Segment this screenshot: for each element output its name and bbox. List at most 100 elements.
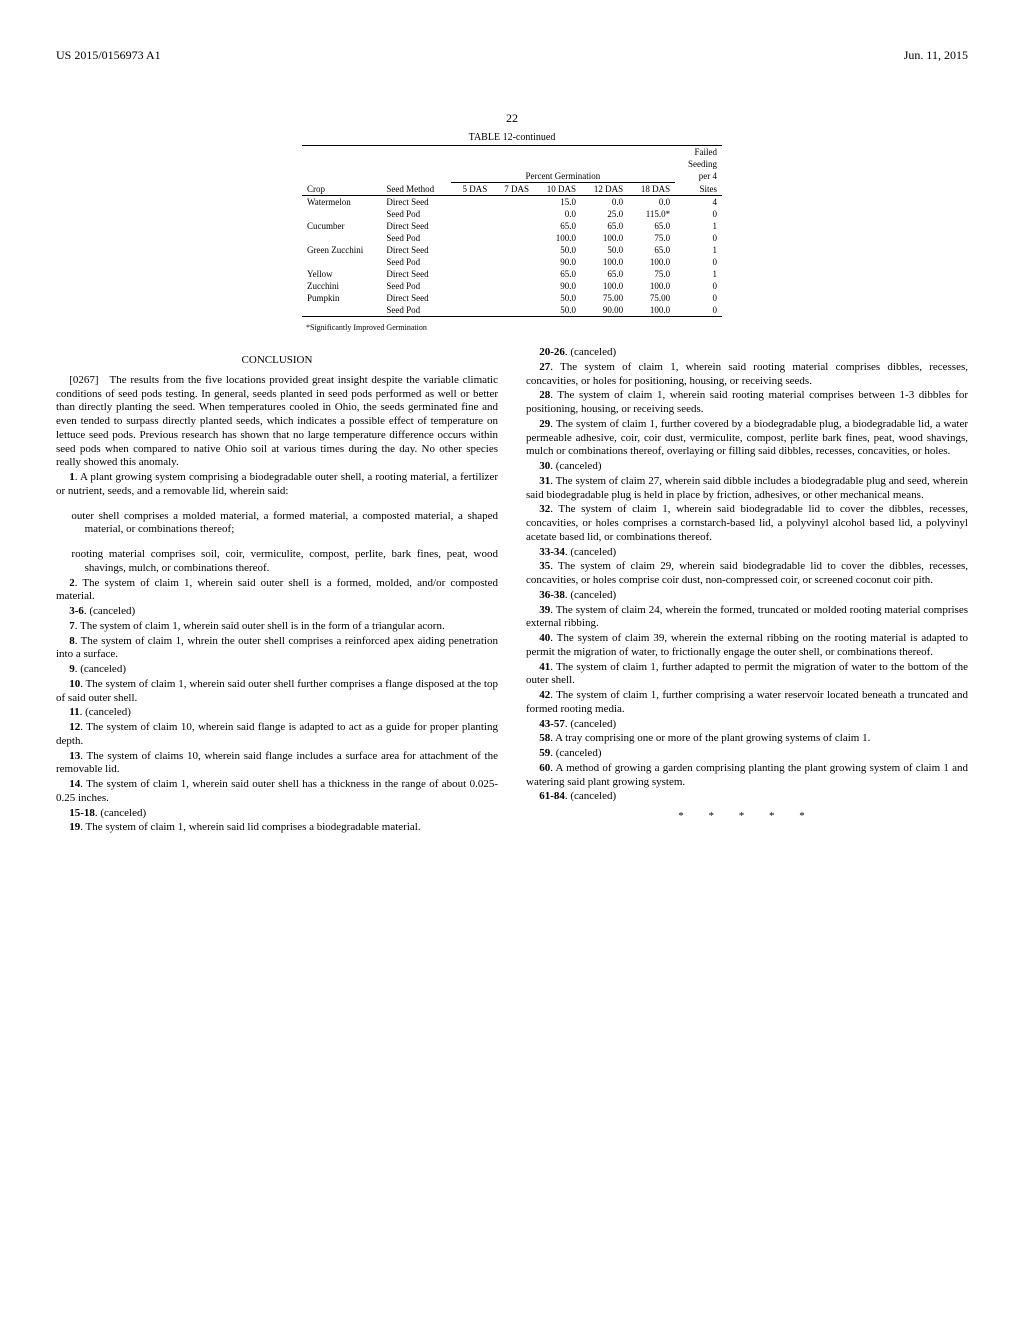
table-cell: 75.0 — [628, 268, 675, 280]
table-cell: 100.0 — [581, 256, 628, 268]
table-cell: 100.0 — [628, 304, 675, 317]
table-cell: 100.0 — [628, 280, 675, 292]
table-cell: 100.0 — [628, 256, 675, 268]
claim: 3-6. (canceled) — [56, 605, 498, 619]
conclusion-paragraph: [0267] The results from the five locatio… — [56, 374, 498, 470]
table-cell: 0 — [675, 208, 722, 220]
table-cell: 25.0 — [581, 208, 628, 220]
header-left: US 2015/0156973 A1 — [56, 48, 161, 63]
claim-number: 8 — [69, 635, 75, 647]
claim: 32. The system of claim 1, wherein said … — [526, 503, 968, 544]
claim-number: 59 — [539, 747, 550, 759]
table-cell: 1 — [675, 220, 722, 232]
claim: 12. The system of claim 10, wherein said… — [56, 721, 498, 749]
failed-header-2: Seeding — [675, 158, 722, 170]
table-cell: Zucchini — [302, 280, 381, 292]
col-12das: 12 DAS — [581, 183, 628, 196]
claim-number: 31 — [539, 475, 550, 487]
table-row: PumpkinDirect Seed50.075.0075.000 — [302, 292, 722, 304]
table-row: Seed Pod0.025.0115.0*0 — [302, 208, 722, 220]
claim-number: 1 — [69, 471, 75, 483]
table-cell: Seed Pod — [381, 208, 450, 220]
claim: 15-18. (canceled) — [56, 807, 498, 821]
table-cell: 115.0* — [628, 208, 675, 220]
page-header: US 2015/0156973 A1 Jun. 11, 2015 — [56, 48, 968, 63]
table-cell — [492, 220, 534, 232]
table-cell: 0 — [675, 232, 722, 244]
table-cell — [451, 232, 493, 244]
claim-number: 40 — [539, 632, 550, 644]
claim-number: 7 — [69, 620, 75, 632]
claim: 36-38. (canceled) — [526, 589, 968, 603]
claim: 42. The system of claim 1, further compr… — [526, 689, 968, 717]
claim-number: 19 — [69, 821, 80, 833]
table-cell: 4 — [675, 196, 722, 209]
table-cell: Seed Pod — [381, 280, 450, 292]
claim: 1. A plant growing system comprising a b… — [56, 471, 498, 499]
table-cell: 0 — [675, 280, 722, 292]
col-18das: 18 DAS — [628, 183, 675, 196]
table-cell: Seed Pod — [381, 256, 450, 268]
table-row: Seed Pod90.0100.0100.00 — [302, 256, 722, 268]
col-7das: 7 DAS — [492, 183, 534, 196]
table-cell — [451, 280, 493, 292]
table-row: YellowDirect Seed65.065.075.01 — [302, 268, 722, 280]
claim: 61-84. (canceled) — [526, 790, 968, 804]
table-cell: Seed Pod — [381, 232, 450, 244]
table-cell — [492, 280, 534, 292]
table-cell: 50.0 — [534, 244, 581, 256]
failed-header-1: Failed — [675, 146, 722, 159]
claim-number: 41 — [539, 661, 550, 673]
claim: 58. A tray comprising one or more of the… — [526, 732, 968, 746]
claim-number: 13 — [69, 750, 80, 762]
table-cell — [492, 292, 534, 304]
table-cell: Yellow — [302, 268, 381, 280]
claim-number: 39 — [539, 604, 550, 616]
claim-number: 9 — [69, 663, 75, 675]
claim: 28. The system of claim 1, wherein said … — [526, 389, 968, 417]
table-cell: 50.0 — [581, 244, 628, 256]
claim: 60. A method of growing a garden compris… — [526, 762, 968, 790]
claim: 31. The system of claim 27, wherein said… — [526, 475, 968, 503]
table-cell: Cucumber — [302, 220, 381, 232]
table-cell — [302, 304, 381, 317]
table-cell: Pumpkin — [302, 292, 381, 304]
table-cell: 0.0 — [628, 196, 675, 209]
claim: 35. The system of claim 29, wherein said… — [526, 560, 968, 588]
table-cell — [492, 208, 534, 220]
claim-number: 61-84 — [539, 790, 565, 802]
page-number: 22 — [56, 111, 968, 126]
table-cell — [302, 256, 381, 268]
table-cell — [492, 268, 534, 280]
table-cell: Watermelon — [302, 196, 381, 209]
table-cell — [302, 208, 381, 220]
table-cell: Green Zucchini — [302, 244, 381, 256]
table-row: ZucchiniSeed Pod90.0100.0100.00 — [302, 280, 722, 292]
claim: 10. The system of claim 1, wherein said … — [56, 678, 498, 706]
end-stars: * * * * * — [526, 810, 968, 824]
claim: 14. The system of claim 1, wherein said … — [56, 778, 498, 806]
claim: 2. The system of claim 1, wherein said o… — [56, 577, 498, 605]
claim: 13. The system of claims 10, wherein sai… — [56, 750, 498, 778]
table-cell: 1 — [675, 244, 722, 256]
germination-table: Failed Seeding Percent Germination per 4… — [302, 145, 722, 319]
table-cell: 50.0 — [534, 304, 581, 317]
claim-number: 14 — [69, 778, 80, 790]
table-cell — [492, 196, 534, 209]
table-cell: 65.0 — [534, 268, 581, 280]
table-cell — [451, 220, 493, 232]
claim-number: 10 — [69, 678, 80, 690]
table-cell — [451, 268, 493, 280]
table-cell: 1 — [675, 268, 722, 280]
table-cell — [451, 196, 493, 209]
col-method: Seed Method — [381, 183, 450, 196]
claim-number: 29 — [539, 418, 550, 430]
claim-number: 15-18 — [69, 807, 95, 819]
table-cell: 90.0 — [534, 256, 581, 268]
table-cell: Direct Seed — [381, 244, 450, 256]
table-cell: 65.0 — [628, 244, 675, 256]
table-cell: Direct Seed — [381, 220, 450, 232]
claim-number: 32 — [539, 503, 550, 515]
table-row: Seed Pod100.0100.075.00 — [302, 232, 722, 244]
claim-number: 12 — [69, 721, 80, 733]
